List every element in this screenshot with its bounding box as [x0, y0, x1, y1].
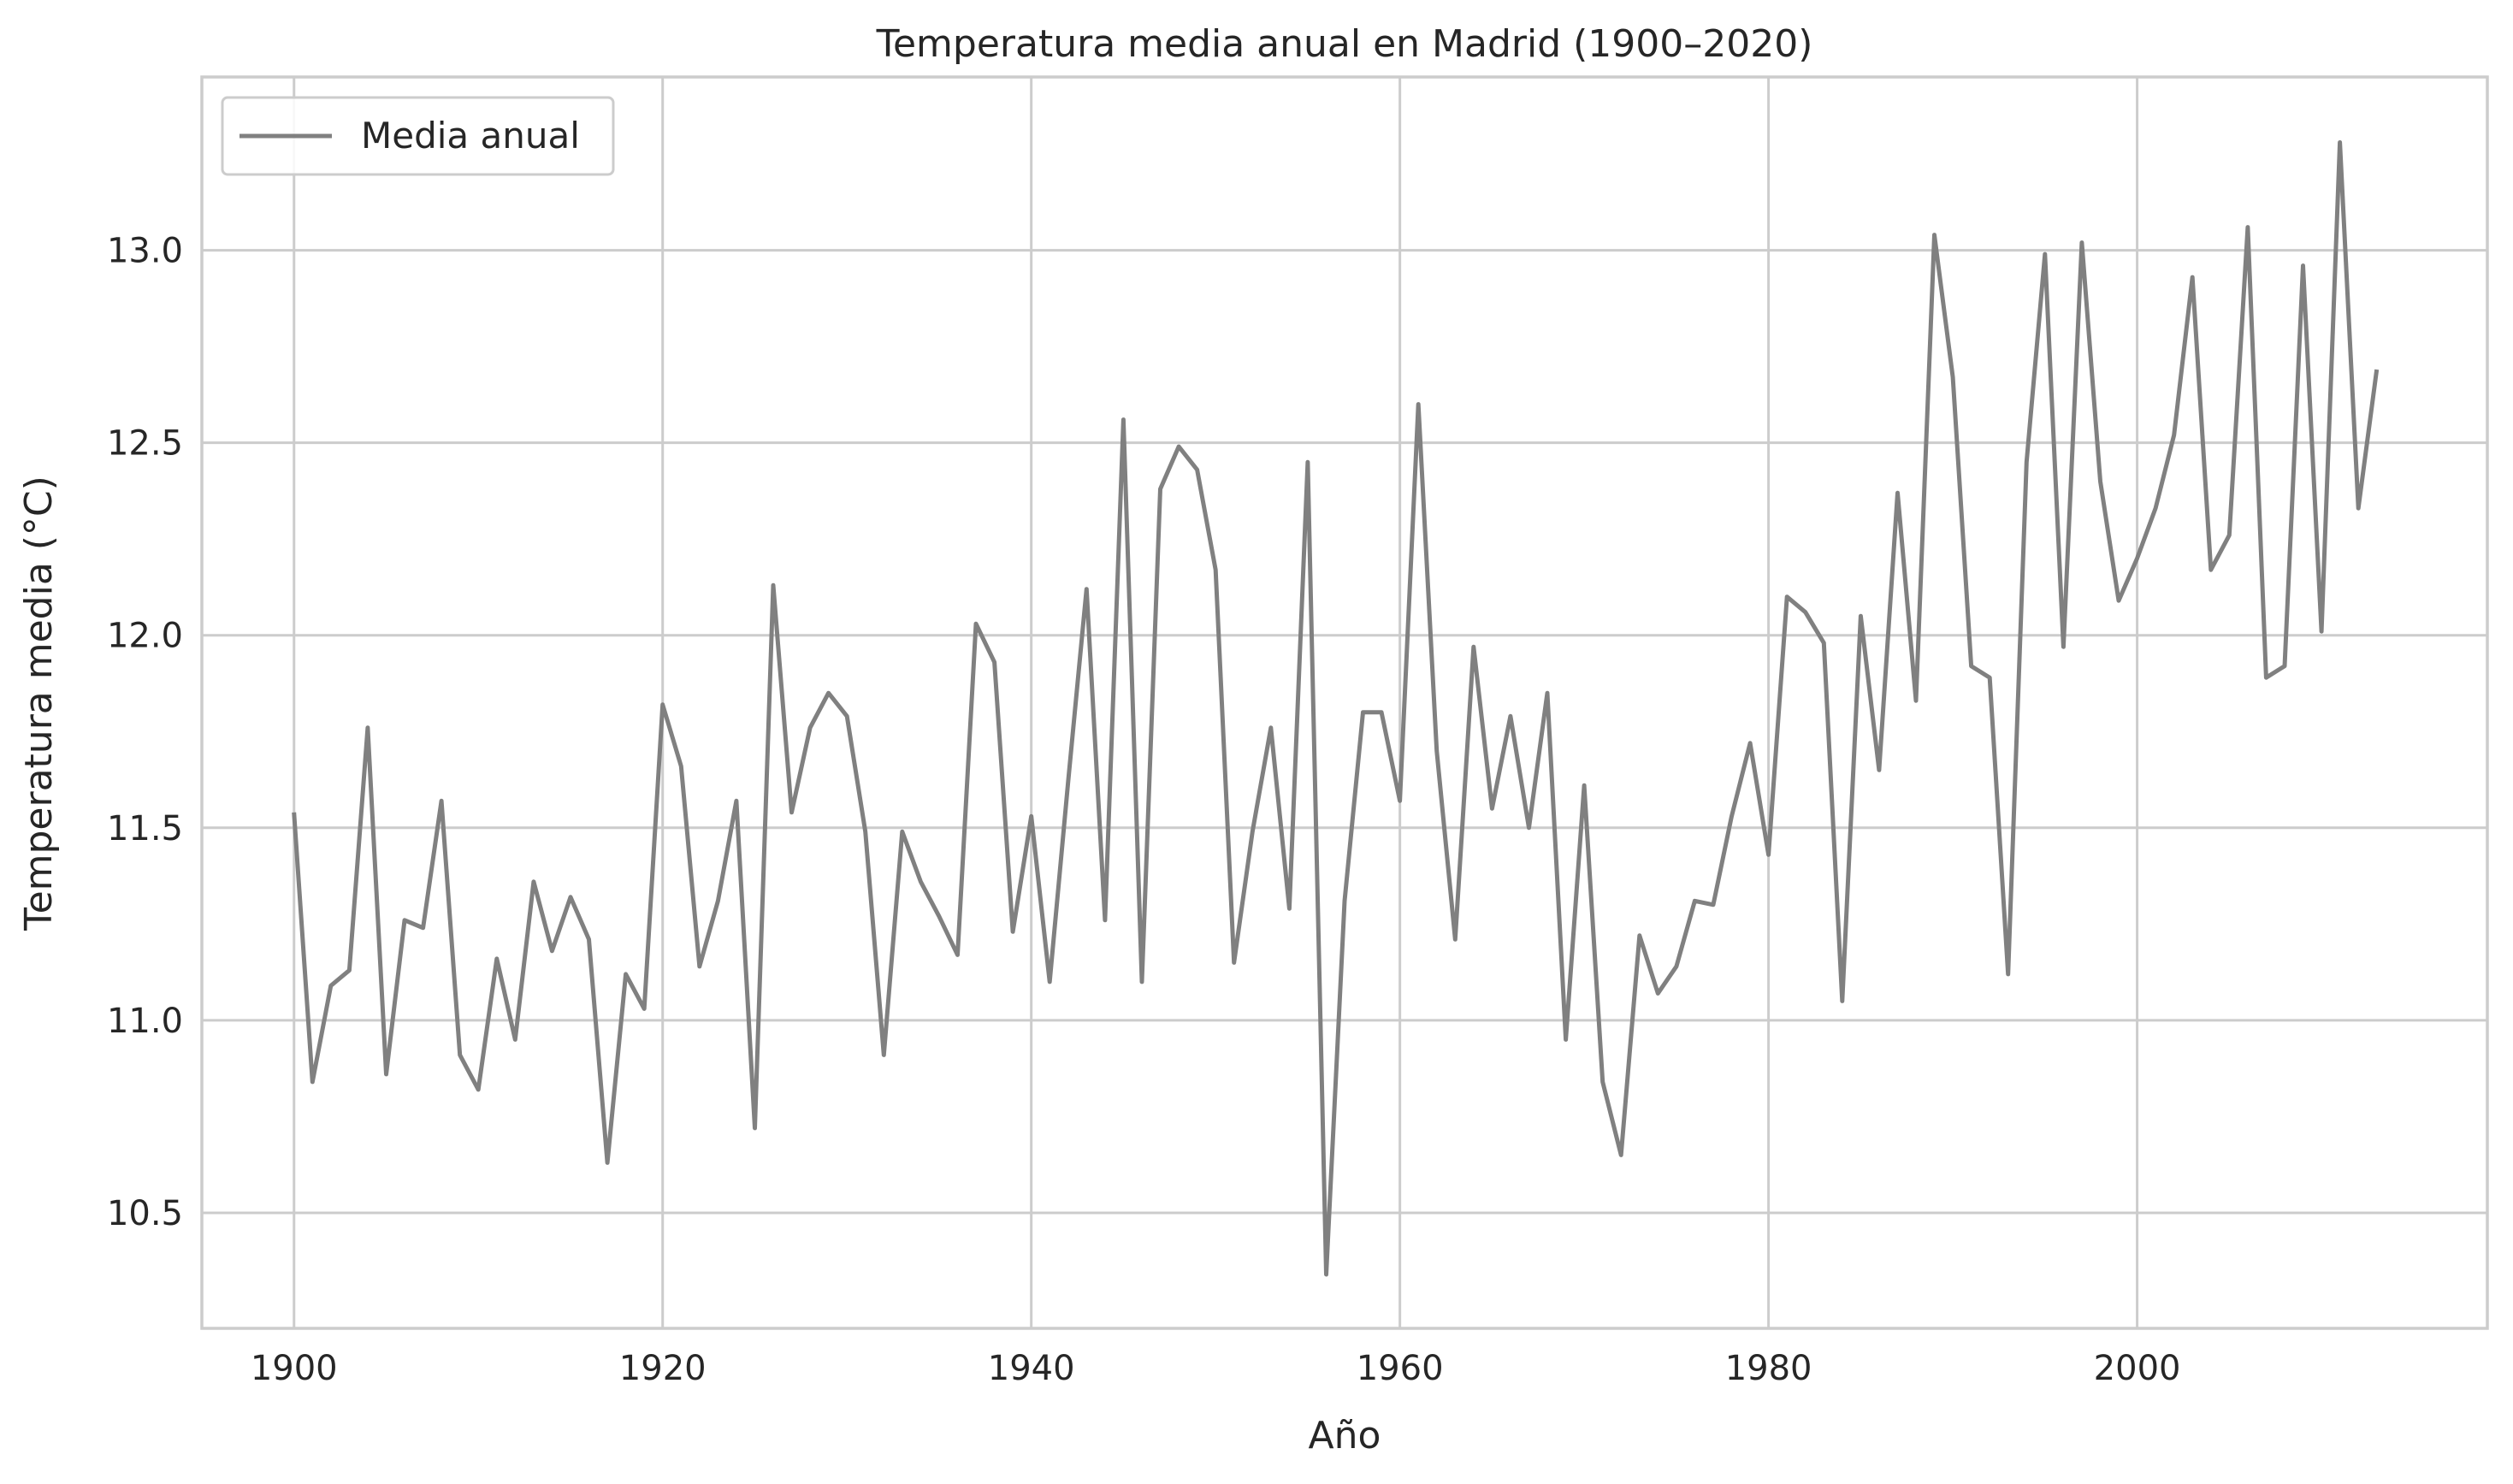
series-line-0 — [292, 140, 2380, 1277]
y-tick-label-3: 12.0 — [107, 617, 183, 656]
y-tick-label-5: 13.0 — [107, 232, 183, 271]
x-tick-label-1980: 1980 — [1725, 1349, 1812, 1388]
series-layer — [292, 140, 2380, 1277]
legend-box — [221, 96, 615, 176]
plot-area-frame — [200, 75, 2489, 1330]
y-tick-label-1: 11.0 — [107, 1002, 183, 1041]
grid — [202, 77, 2487, 1328]
y-tick-label-2: 11.5 — [107, 809, 183, 848]
x-tick-label-1960: 1960 — [1357, 1349, 1444, 1388]
legend-label-media-anual: Media anual — [361, 115, 580, 157]
y-axis-label: Temperatura media (°C) — [17, 476, 61, 931]
x-tick-label-1940: 1940 — [988, 1349, 1075, 1388]
chart-title: Temperatura media anual en Madrid (1900–… — [876, 22, 1813, 66]
x-axis-label: Año — [1309, 1414, 1381, 1457]
x-tick-label-1920: 1920 — [619, 1349, 707, 1388]
y-tick-label-0: 10.5 — [107, 1194, 183, 1233]
legend: Media anual — [221, 96, 615, 176]
x-tick-label-2000: 2000 — [2094, 1349, 2181, 1388]
y-tick-label-4: 12.5 — [107, 424, 183, 464]
x-axis-ticks: 1900 1920 1940 1960 1980 2000 — [251, 1349, 2181, 1388]
y-axis-ticks: 10.5 11.0 11.5 12.0 12.5 13.0 — [107, 232, 183, 1233]
x-tick-label-1900: 1900 — [251, 1349, 338, 1388]
